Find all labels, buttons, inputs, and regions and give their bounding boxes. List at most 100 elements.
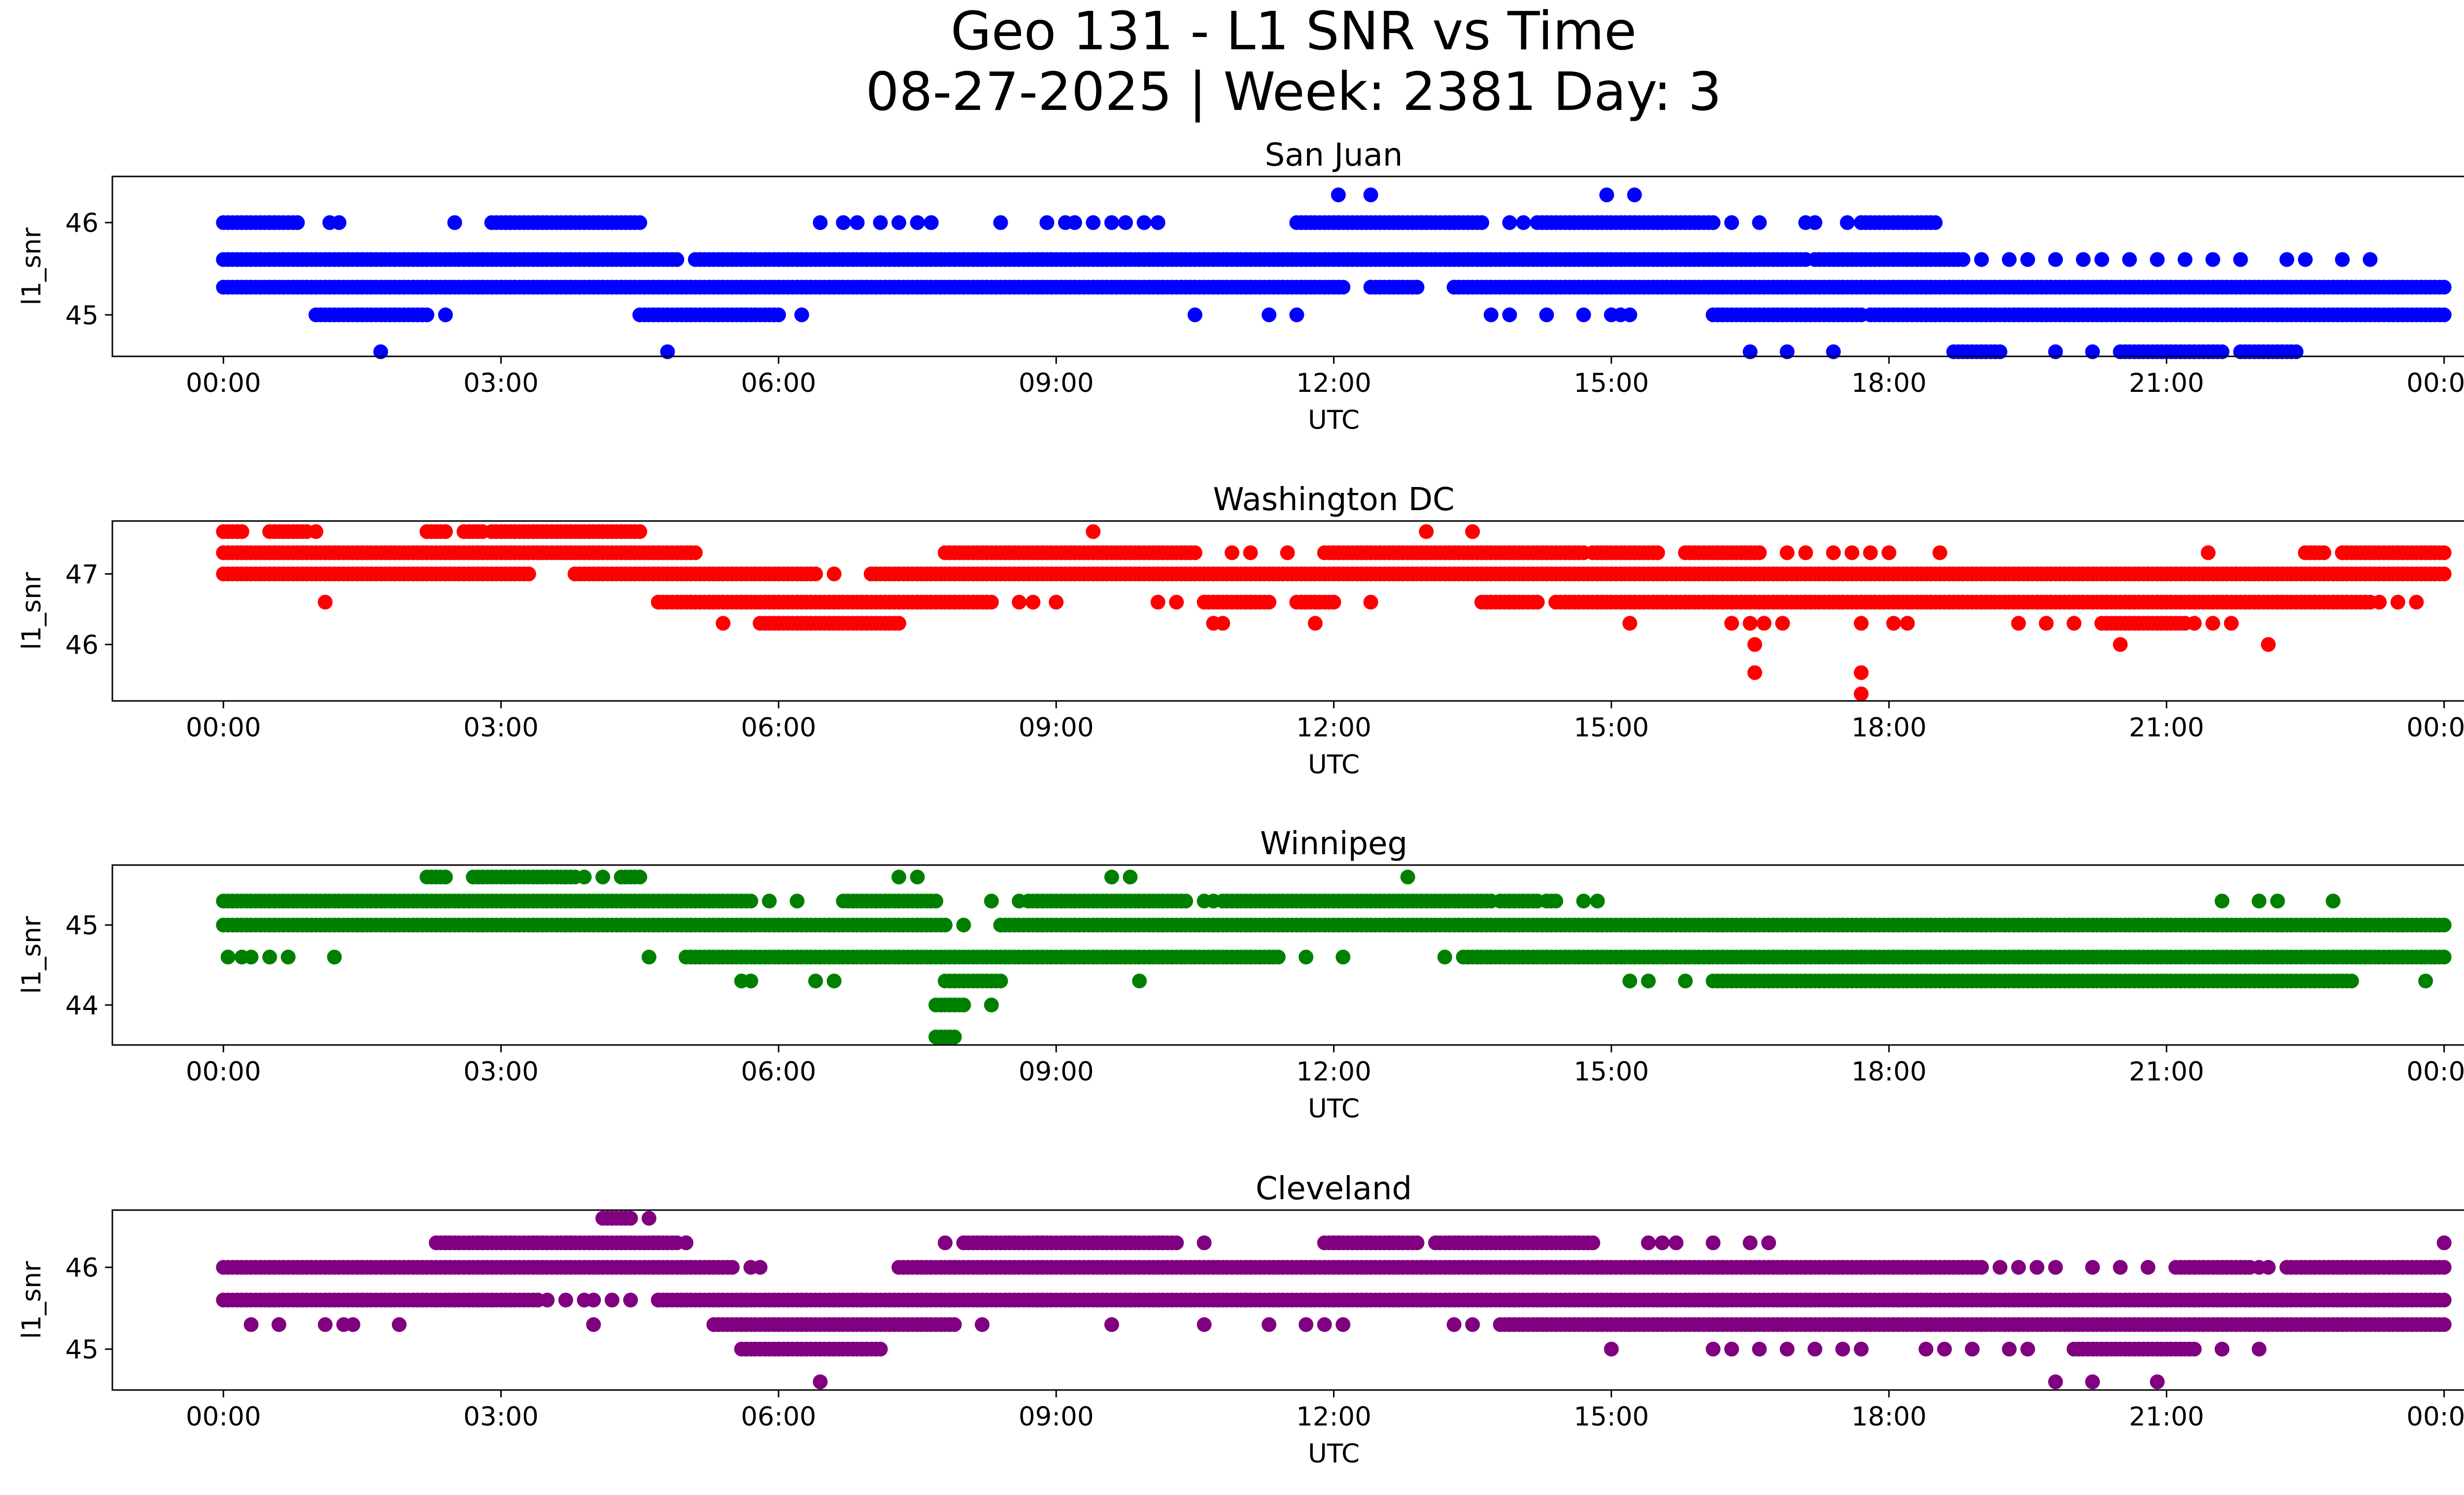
x-tick-label: 00:00 (186, 368, 261, 398)
data-point (743, 894, 758, 908)
data-point (1992, 1260, 2008, 1275)
x-tick-label: 00:00 (186, 1057, 261, 1087)
data-point (623, 1211, 638, 1226)
data-point (687, 545, 703, 560)
data-point (1280, 545, 1295, 560)
data-point (632, 869, 648, 885)
data-point (623, 1292, 638, 1308)
data-point (2362, 252, 2378, 267)
data-point (1747, 665, 1762, 680)
data-point (2316, 545, 2331, 560)
data-point (447, 1292, 462, 1308)
data-point (984, 997, 999, 1012)
data-point (937, 917, 953, 933)
data-point (1650, 545, 1665, 560)
data-point (1197, 1235, 1212, 1251)
data-point (2113, 1260, 2128, 1275)
data-point (660, 344, 675, 359)
data-point (1132, 973, 1147, 989)
data-point (1548, 894, 1564, 908)
x-tick-label: 06:00 (741, 368, 817, 398)
data-point (2020, 252, 2035, 267)
y-axis-label: l1_snr (17, 227, 47, 305)
data-point (1780, 344, 1795, 359)
data-point (1104, 215, 1119, 230)
data-point (928, 894, 944, 908)
data-point (1853, 215, 1869, 230)
y-tick-label: 46 (66, 209, 99, 239)
data-point (1655, 1235, 1670, 1251)
data-point (1622, 973, 1638, 989)
data-point (1576, 307, 1591, 322)
data-point (679, 1235, 694, 1251)
data-point (984, 894, 999, 908)
data-point (2436, 1292, 2452, 1308)
subplot-title: Winnipeg (1260, 826, 1407, 862)
x-tick-label: 12:00 (1296, 1057, 1371, 1087)
data-point (1465, 524, 1480, 539)
x-axis-label: UTC (1308, 750, 1360, 780)
x-tick-label: 00:00 (2406, 368, 2464, 398)
data-point (1363, 594, 1378, 610)
data-point (1363, 187, 1378, 203)
data-point (2409, 594, 2424, 610)
data-point (1641, 973, 1656, 989)
figure-title-line2: 08-27-2025 | Week: 2381 Day: 3 (865, 62, 1721, 123)
data-point (1335, 279, 1351, 295)
x-tick-label: 03:00 (463, 1057, 539, 1087)
data-point (1752, 215, 1767, 230)
data-point (2205, 616, 2221, 631)
data-point (2011, 1260, 2026, 1275)
y-axis-label: l1_snr (17, 572, 47, 650)
data-point (1622, 307, 1638, 322)
x-axis-label: UTC (1308, 1094, 1360, 1124)
data-point (826, 566, 842, 582)
data-point (234, 524, 249, 539)
x-tick-label: 21:00 (2129, 1057, 2204, 1087)
data-point (1012, 894, 1027, 908)
data-point (1724, 215, 1739, 230)
data-point (2298, 252, 2313, 267)
data-point (1798, 545, 1814, 560)
data-point (1502, 307, 1517, 322)
data-point (1123, 869, 1138, 885)
y-axis-label: l1_snr (17, 916, 47, 994)
data-point (438, 869, 453, 885)
data-point (1955, 252, 1971, 267)
data-point (1853, 616, 1869, 631)
data-point (2233, 252, 2248, 267)
data-point (1932, 545, 1948, 560)
subplot-title: Washington DC (1213, 482, 1454, 518)
data-point (1187, 307, 1202, 322)
data-point (2150, 252, 2165, 267)
data-points (216, 187, 2452, 359)
data-point (762, 894, 777, 908)
data-point (2344, 973, 2359, 989)
data-point (1437, 949, 1452, 965)
data-point (1886, 616, 1901, 631)
data-point (1756, 616, 1772, 631)
data-point (438, 307, 453, 322)
data-point (1086, 524, 1101, 539)
data-point (1012, 594, 1027, 610)
data-point (280, 949, 296, 965)
data-point (1974, 1260, 1989, 1275)
data-point (2048, 1260, 2063, 1275)
data-point (789, 894, 805, 908)
data-point (2066, 616, 2082, 631)
data-point (873, 215, 888, 230)
data-point (1845, 545, 1859, 560)
data-point (1483, 307, 1499, 322)
data-point (1826, 344, 1841, 359)
data-point (956, 917, 971, 933)
data-point (2205, 252, 2221, 267)
data-point (2215, 894, 2229, 908)
data-point (1270, 949, 1286, 965)
data-point (1299, 949, 1314, 965)
x-tick-label: 18:00 (1851, 713, 1927, 743)
data-point (1419, 524, 1434, 539)
data-point (984, 594, 999, 610)
figure-title-line1: Geo 131 - L1 SNR vs Time (951, 1, 1637, 62)
